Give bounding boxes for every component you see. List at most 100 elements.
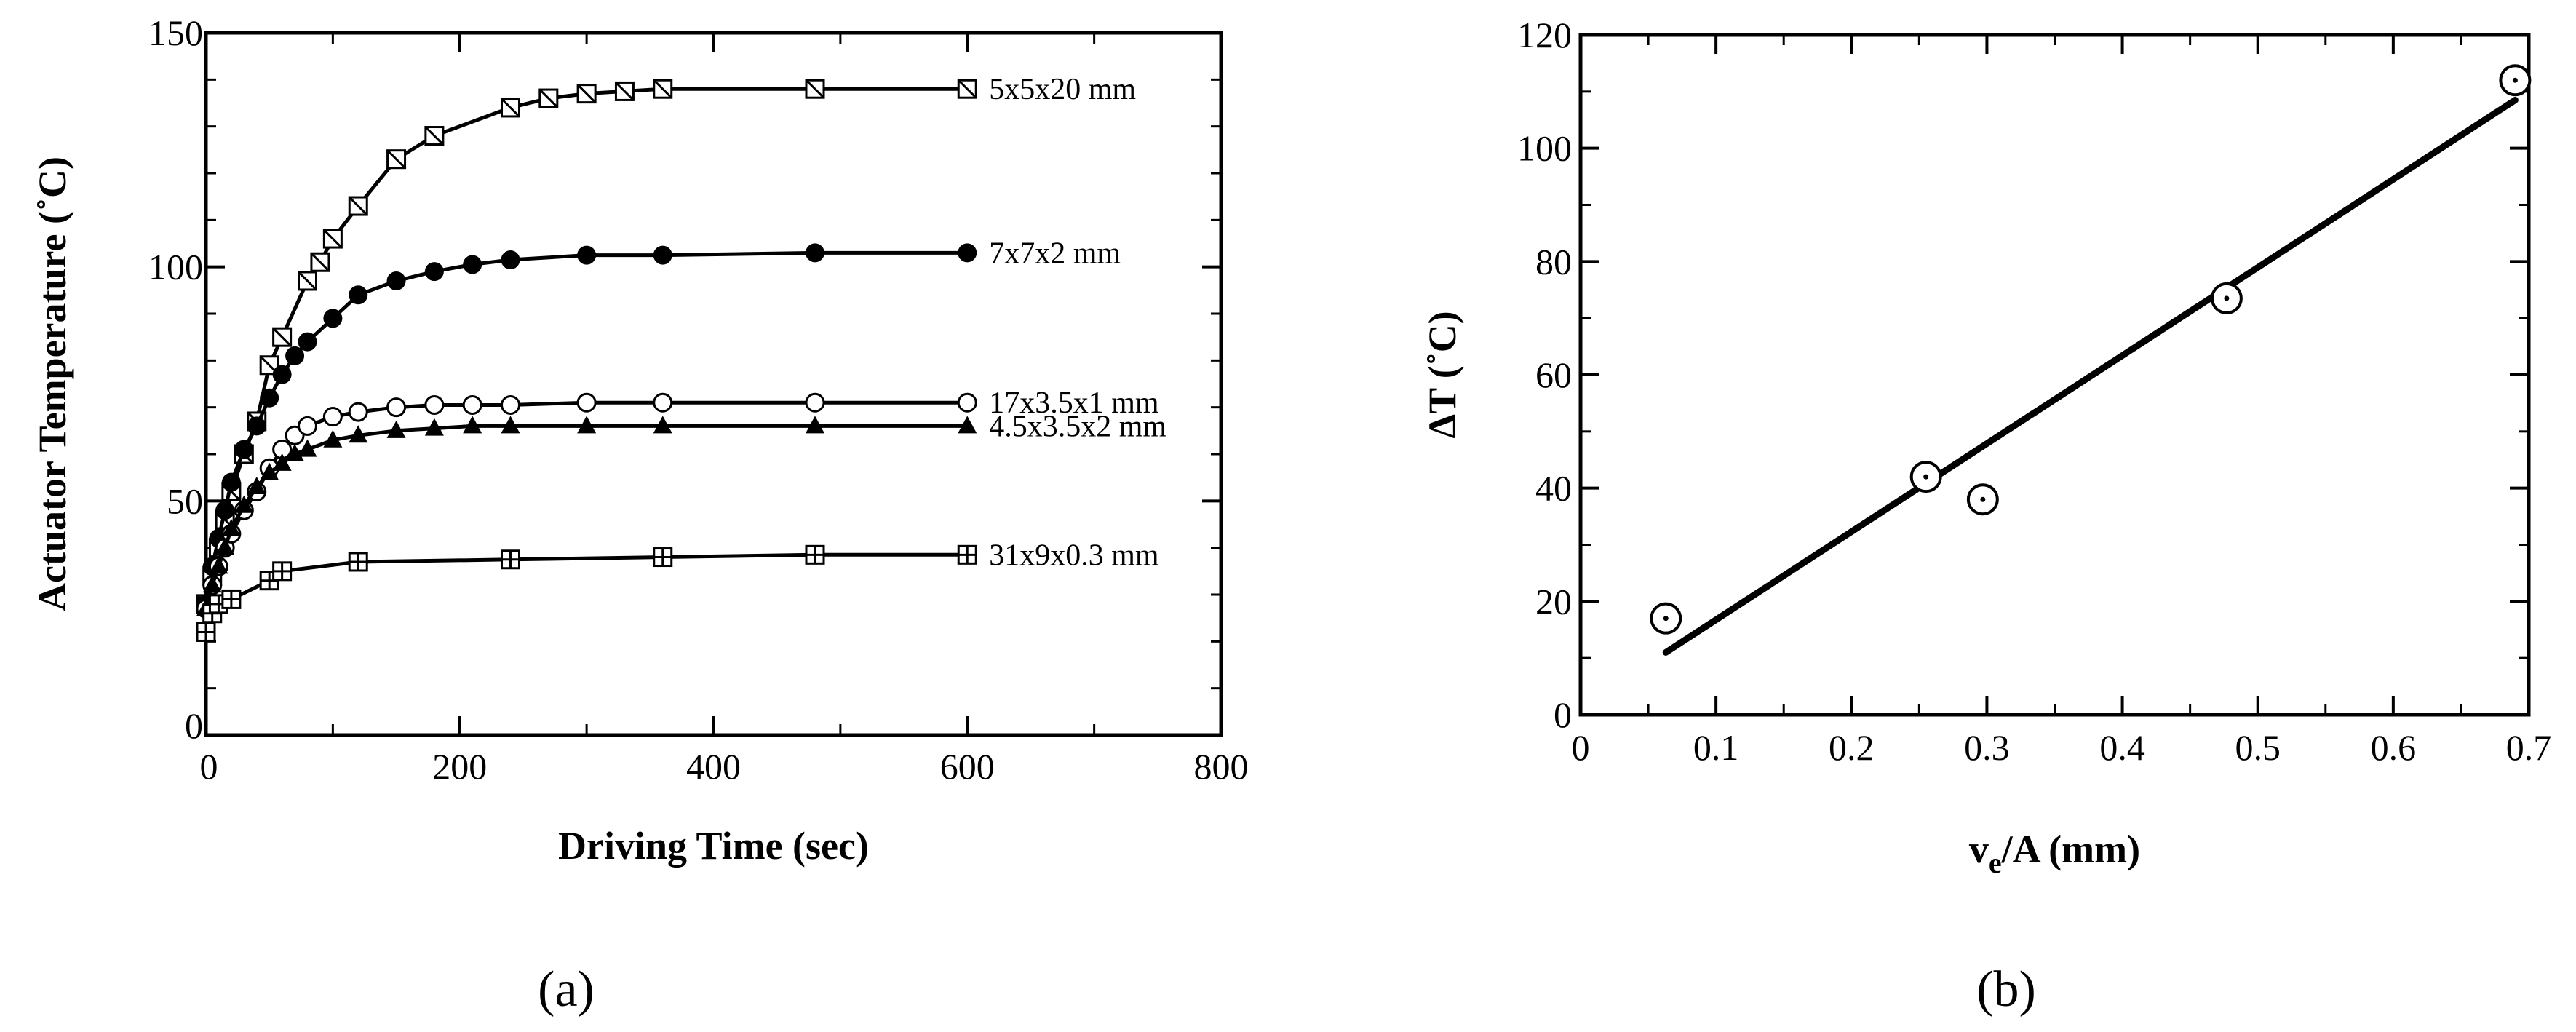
marker-triangle xyxy=(424,418,444,436)
data-point-filled-circle xyxy=(386,271,406,290)
chart-a-ticks: 0 200 400 600 800 0 50 100 150 xyxy=(148,12,1249,787)
marker-center-dot xyxy=(1980,496,1986,502)
panel-b-label: (b) xyxy=(1976,961,2036,1017)
data-point-square-cross xyxy=(653,547,673,568)
y-tick-label: 50 xyxy=(167,480,203,521)
marker-center-dot xyxy=(2224,295,2230,301)
chart-a-plot-frame xyxy=(204,31,1223,737)
marker-dot xyxy=(215,501,235,520)
marker-dot xyxy=(806,243,824,263)
data-point-square-slash xyxy=(386,149,407,170)
marker-triangle xyxy=(958,416,977,434)
marker-center-dot xyxy=(1923,474,1929,480)
data-point-filled-triangle xyxy=(298,439,317,457)
data-point-filled-triangle xyxy=(215,537,235,555)
x-tick-label: 0.3 xyxy=(1964,727,2010,768)
data-point-square-slash xyxy=(272,327,293,347)
data-point-circle-dot xyxy=(1909,461,1942,493)
marker-triangle xyxy=(285,444,305,461)
marker-slash xyxy=(298,271,317,291)
marker-ring xyxy=(424,394,445,415)
data-point-open-circle xyxy=(298,416,317,436)
chart-b-ticks: 0 0.1 0.2 0.3 0.4 0.5 0.6 0.7 0 20 40 60 80 100 120 xyxy=(1517,15,2551,768)
marker-triangle xyxy=(202,575,222,593)
data-point-filled-circle xyxy=(221,472,241,492)
y-tick-label: 120 xyxy=(1517,15,1572,55)
marker-slash xyxy=(386,149,406,169)
marker-slash xyxy=(310,253,330,272)
data-point-open-circle xyxy=(805,392,825,413)
marker-dot xyxy=(272,365,292,384)
data-point-filled-triangle xyxy=(272,453,292,471)
marker-dot xyxy=(501,250,520,270)
marker-slash xyxy=(424,126,444,146)
series-4-5x3-5x2-mm: 4.5x3.5x2 mm xyxy=(196,410,1166,616)
y-tick-label: 60 xyxy=(1535,354,1572,395)
chart-a-series: 5x5x20 mm 7x7x2 mm 17x3.5x1 mm4.5x3.5x2 mm… xyxy=(196,73,1166,642)
chart-b-y-axis-label: ΔT (˚C) xyxy=(1420,311,1464,438)
data-point-filled-circle xyxy=(285,346,305,365)
marker-slash xyxy=(349,196,368,216)
data-point-square-slash xyxy=(310,252,330,272)
series-31x9x0-3-mm: 31x9x0.3 mm xyxy=(196,539,1159,642)
marker-triangle xyxy=(298,439,317,457)
data-point-filled-circle xyxy=(260,388,279,408)
data-point-filled-triangle xyxy=(386,420,406,438)
marker-ring xyxy=(298,416,317,436)
marker-dot xyxy=(260,388,279,408)
data-point-filled-circle xyxy=(501,250,520,270)
data-point-open-circle xyxy=(653,392,673,413)
marker-ring xyxy=(322,407,343,427)
y-tick-label: 0 xyxy=(1554,694,1572,735)
x-tick-label: 0.5 xyxy=(2235,727,2281,768)
marker-ring xyxy=(957,392,977,413)
data-point-filled-circle xyxy=(463,255,482,274)
marker-triangle xyxy=(463,416,482,434)
data-point-filled-triangle xyxy=(806,416,824,434)
data-point-square-cross xyxy=(221,589,242,609)
data-point-square-slash xyxy=(957,79,977,99)
data-point-filled-triangle xyxy=(260,462,279,480)
marker-dot xyxy=(349,285,368,305)
data-point-filled-triangle xyxy=(209,556,228,574)
data-point-square-cross xyxy=(196,622,216,642)
series-7x7x2-mm: 7x7x2 mm xyxy=(196,237,1121,614)
data-point-square-cross xyxy=(501,549,520,570)
series-label: 17x3.5x1 mm xyxy=(989,386,1159,420)
x-label-subscript: e xyxy=(1989,846,2002,879)
data-point-square-slash xyxy=(298,271,317,291)
marker-triangle xyxy=(501,416,520,434)
marker-ring xyxy=(653,392,673,413)
marker-triangle xyxy=(209,556,228,574)
data-point-filled-circle xyxy=(349,285,368,305)
data-point-square-slash xyxy=(424,126,445,146)
marker-triangle xyxy=(349,425,368,443)
data-point-filled-triangle xyxy=(247,477,266,495)
chart-b-series xyxy=(1650,64,2532,656)
marker-triangle xyxy=(260,462,279,480)
data-point-filled-circle xyxy=(653,245,672,265)
x-tick-label: 0.6 xyxy=(2371,727,2417,768)
y-tick-label: 40 xyxy=(1535,468,1572,509)
data-point-square-cross xyxy=(957,544,977,565)
data-point-filled-triangle xyxy=(424,418,444,436)
fit-line xyxy=(1662,97,2519,656)
data-point-filled-triangle xyxy=(463,416,482,434)
data-point-square-cross xyxy=(805,544,825,565)
series-line xyxy=(204,552,968,633)
panel-a-label: (a) xyxy=(538,961,595,1017)
marker-slash xyxy=(538,89,558,108)
marker-slash xyxy=(577,84,597,103)
series-line xyxy=(204,400,968,609)
marker-slash xyxy=(501,98,520,117)
data-point-square-cross xyxy=(272,561,293,582)
data-point-open-circle xyxy=(322,407,343,427)
marker-triangle xyxy=(215,537,235,555)
data-point-square-slash xyxy=(348,196,368,216)
data-point-filled-triangle xyxy=(202,575,222,593)
data-point-square-slash xyxy=(501,98,520,118)
marker-dot xyxy=(285,346,305,365)
data-point-square-slash xyxy=(805,79,825,99)
marker-triangle xyxy=(234,495,254,513)
